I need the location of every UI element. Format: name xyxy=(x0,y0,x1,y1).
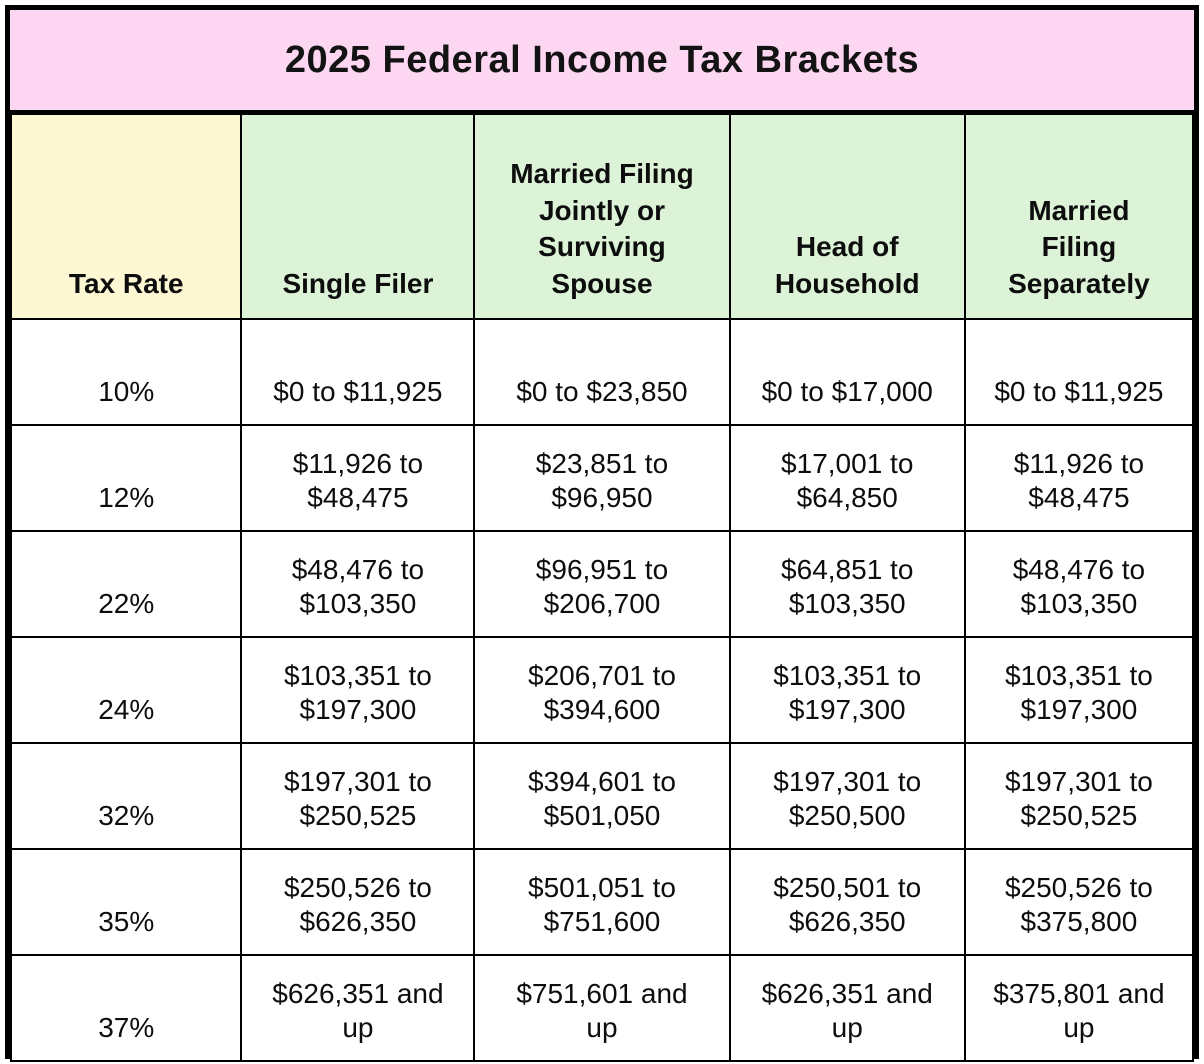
bracket-cell-married-separately: $0 to $11,925 xyxy=(963,318,1195,426)
title-banner: 2025 Federal Income Tax Brackets xyxy=(10,10,1194,113)
bracket-cell-married-jointly: $501,051 to $751,600 xyxy=(473,848,731,956)
bracket-cell-head-of-household: $0 to $17,000 xyxy=(728,318,966,426)
bracket-cell-head-of-household: $17,001 to $64,850 xyxy=(728,424,966,532)
table-board: 2025 Federal Income Tax Brackets Tax Rat… xyxy=(5,5,1199,1062)
tax-rate-cell: 10% xyxy=(9,318,243,426)
column-header-head-of-household: Head of Household xyxy=(728,113,966,320)
column-header-married-separately: Married Filing Separately xyxy=(963,113,1195,320)
bracket-cell-head-of-household: $103,351 to $197,300 xyxy=(728,636,966,744)
bracket-cell-married-separately: $103,351 to $197,300 xyxy=(963,636,1195,744)
bracket-cell-married-jointly: $0 to $23,850 xyxy=(473,318,731,426)
bracket-cell-head-of-household: $64,851 to $103,350 xyxy=(728,530,966,638)
column-header-married-jointly: Married Filing Jointly or Surviving Spou… xyxy=(473,113,731,320)
bracket-cell-married-jointly: $23,851 to $96,950 xyxy=(473,424,731,532)
tax-rate-cell: 22% xyxy=(9,530,243,638)
bracket-cell-single: $103,351 to $197,300 xyxy=(240,636,476,744)
tax-rate-cell: 24% xyxy=(9,636,243,744)
bracket-cell-married-separately: $11,926 to $48,475 xyxy=(963,424,1195,532)
bracket-cell-single: $11,926 to $48,475 xyxy=(240,424,476,532)
table-row-24pct: 24% $103,351 to $197,300 $206,701 to $39… xyxy=(9,636,1195,744)
bracket-cell-married-jointly: $751,601 and up xyxy=(473,954,731,1062)
table-row-32pct: 32% $197,301 to $250,525 $394,601 to $50… xyxy=(9,742,1195,850)
bracket-cell-single: $626,351 and up xyxy=(240,954,476,1062)
tax-brackets-table: Tax Rate Single Filer Married Filing Joi… xyxy=(9,113,1195,1062)
table-row-12pct: 12% $11,926 to $48,475 $23,851 to $96,95… xyxy=(9,424,1195,532)
table-row-35pct: 35% $250,526 to $626,350 $501,051 to $75… xyxy=(9,848,1195,956)
bracket-cell-single: $48,476 to $103,350 xyxy=(240,530,476,638)
bracket-cell-married-separately: $375,801 and up xyxy=(963,954,1195,1062)
bracket-cell-married-jointly: $394,601 to $501,050 xyxy=(473,742,731,850)
table-row-22pct: 22% $48,476 to $103,350 $96,951 to $206,… xyxy=(9,530,1195,638)
tax-rate-cell: 32% xyxy=(9,742,243,850)
bracket-cell-head-of-household: $626,351 and up xyxy=(728,954,966,1062)
page-title: 2025 Federal Income Tax Brackets xyxy=(284,38,920,81)
tax-rate-cell: 12% xyxy=(9,424,243,532)
bracket-cell-married-jointly: $96,951 to $206,700 xyxy=(473,530,731,638)
table-row-10pct: 10% $0 to $11,925 $0 to $23,850 $0 to $1… xyxy=(9,318,1195,426)
bracket-cell-single: $0 to $11,925 xyxy=(240,318,476,426)
table-row-37pct: 37% $626,351 and up $751,601 and up $626… xyxy=(9,954,1195,1062)
header-row: Tax Rate Single Filer Married Filing Joi… xyxy=(9,113,1195,320)
column-header-single-filer: Single Filer xyxy=(240,113,476,320)
bracket-cell-single: $250,526 to $626,350 xyxy=(240,848,476,956)
bracket-cell-married-jointly: $206,701 to $394,600 xyxy=(473,636,731,744)
bracket-cell-single: $197,301 to $250,525 xyxy=(240,742,476,850)
bracket-cell-married-separately: $48,476 to $103,350 xyxy=(963,530,1195,638)
tax-rate-cell: 35% xyxy=(9,848,243,956)
bracket-cell-head-of-household: $197,301 to $250,500 xyxy=(728,742,966,850)
bracket-cell-married-separately: $197,301 to $250,525 xyxy=(963,742,1195,850)
bracket-cell-married-separately: $250,526 to $375,800 xyxy=(963,848,1195,956)
bracket-cell-head-of-household: $250,501 to $626,350 xyxy=(728,848,966,956)
tax-rate-cell: 37% xyxy=(9,954,243,1062)
column-header-tax-rate: Tax Rate xyxy=(9,113,243,320)
